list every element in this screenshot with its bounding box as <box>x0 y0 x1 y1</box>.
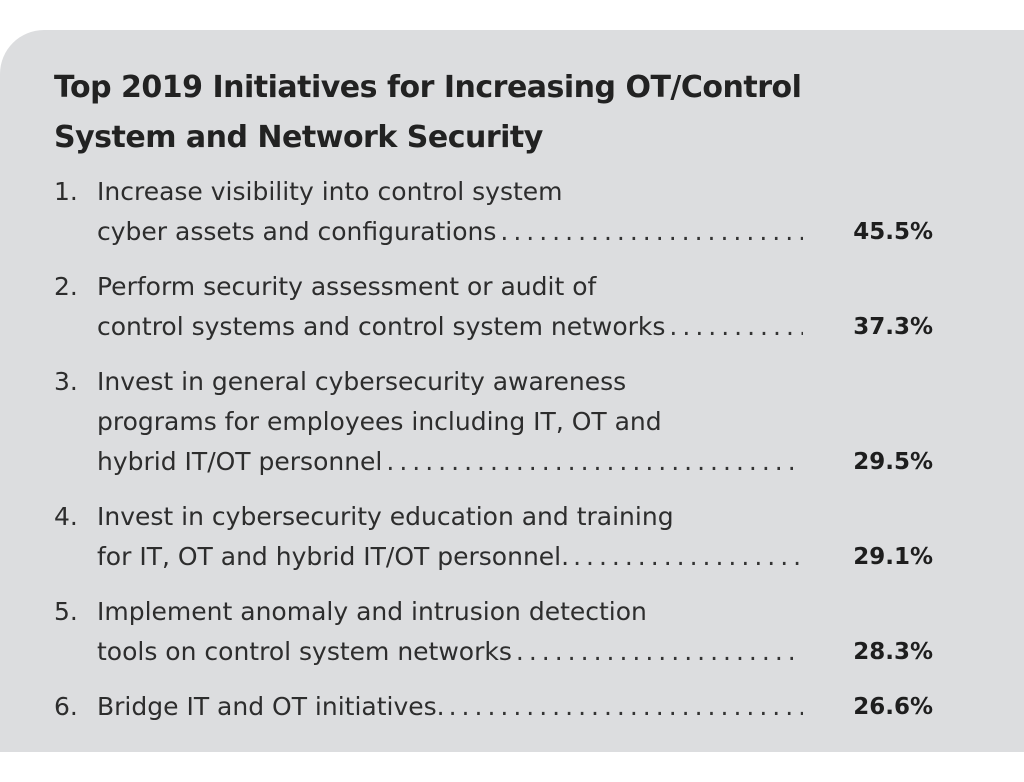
item-text: Invest in cybersecurity education and tr… <box>97 497 933 577</box>
item-text: Perform security assessment or audit of … <box>97 267 933 347</box>
item-percent: 37.3% <box>853 314 933 340</box>
item-last-line: Bridge IT and OT initiatives. ..........… <box>97 687 803 727</box>
dot-leader: ........................................… <box>386 447 803 476</box>
item-line: Bridge IT and OT initiatives. <box>97 692 445 721</box>
item-number: 3. <box>54 367 78 396</box>
item-line: Invest in general cybersecurity awarenes… <box>97 367 627 396</box>
item-number: 4. <box>54 502 78 531</box>
item-percent: 45.5% <box>853 219 933 245</box>
item-text: Invest in general cybersecurity awarenes… <box>97 362 933 482</box>
item-percent: 28.3% <box>853 639 933 665</box>
item-line: for IT, OT and hybrid IT/OT personnel. <box>97 542 570 571</box>
item-number: 6. <box>54 692 78 721</box>
item-last-line: control systems and control system netwo… <box>97 307 803 347</box>
item-line: Implement anomaly and intrusion detectio… <box>97 597 647 626</box>
item-percent: 26.6% <box>853 694 933 720</box>
item-number: 5. <box>54 597 78 626</box>
item-line: tools on control system networks <box>97 637 512 666</box>
item-last-line: tools on control system networks .......… <box>97 632 803 672</box>
item-text: Implement anomaly and intrusion detectio… <box>97 592 933 672</box>
initiatives-panel: Top 2019 Initiatives for Increasing OT/C… <box>0 30 1024 752</box>
title-line: System and Network Security <box>54 120 543 155</box>
item-last-line: for IT, OT and hybrid IT/OT personnel. .… <box>97 537 803 577</box>
item-line: programs for employees including IT, OT … <box>97 407 662 436</box>
item-last-line: cyber assets and configurations ........… <box>97 212 803 252</box>
dot-leader: ........................................… <box>573 542 803 571</box>
item-line: hybrid IT/OT personnel <box>97 447 383 476</box>
list-item: 2. Perform security assessment or audit … <box>0 267 1024 347</box>
initiatives-list: 1. Increase visibility into control syst… <box>0 172 1024 727</box>
list-item: 1. Increase visibility into control syst… <box>0 172 1024 252</box>
item-line: control systems and control system netwo… <box>97 312 666 341</box>
item-number: 1. <box>54 177 78 206</box>
item-text: Increase visibility into control system … <box>97 172 933 252</box>
item-percent: 29.1% <box>853 544 933 570</box>
item-number: 2. <box>54 272 78 301</box>
item-last-line: hybrid IT/OT personnel .................… <box>97 442 803 482</box>
list-item: 4. Invest in cybersecurity education and… <box>0 497 1024 577</box>
panel-title: Top 2019 Initiatives for Increasing OT/C… <box>54 63 854 163</box>
item-line: Perform security assessment or audit of <box>97 272 597 301</box>
list-item: 6. Bridge IT and OT initiatives. .......… <box>0 687 1024 727</box>
dot-leader: ........................................… <box>448 692 803 721</box>
list-item: 5. Implement anomaly and intrusion detec… <box>0 592 1024 672</box>
item-line: cyber assets and configurations <box>97 217 497 246</box>
list-item: 3. Invest in general cybersecurity aware… <box>0 362 1024 482</box>
item-line: Increase visibility into control system <box>97 177 563 206</box>
dot-leader: ........................................… <box>500 217 803 246</box>
item-text: Bridge IT and OT initiatives. ..........… <box>97 687 933 727</box>
item-line: Invest in cybersecurity education and tr… <box>97 502 674 531</box>
item-percent: 29.5% <box>853 449 933 475</box>
title-line: Top 2019 Initiatives for Increasing OT/C… <box>54 70 802 105</box>
dot-leader: ........................................… <box>669 312 803 341</box>
dot-leader: ........................................… <box>515 637 803 666</box>
